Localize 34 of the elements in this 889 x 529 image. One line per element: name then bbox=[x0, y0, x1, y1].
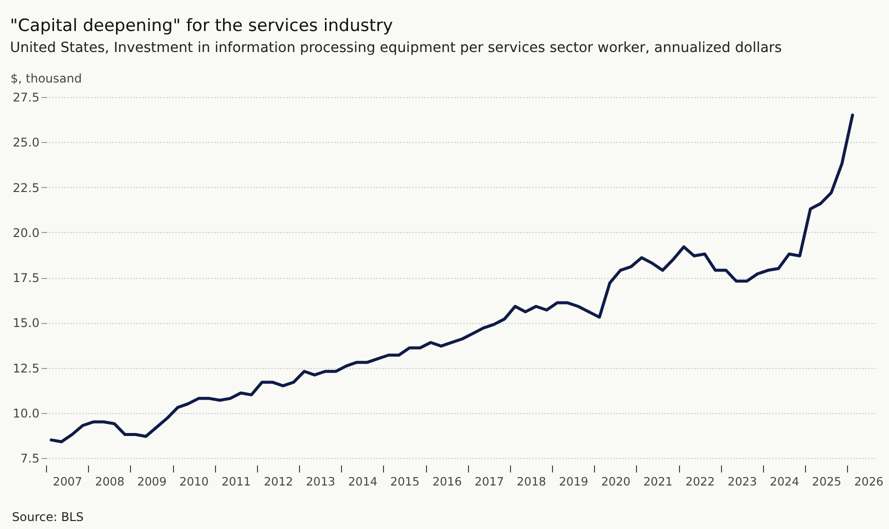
x-tick-label: 2019 bbox=[558, 474, 588, 488]
chart-title: "Capital deepening" for the services industry bbox=[10, 16, 393, 36]
y-tick-label: 27.5 bbox=[12, 90, 40, 104]
x-tick-label: 2021 bbox=[643, 474, 673, 488]
x-tick-label: 2025 bbox=[812, 474, 842, 488]
x-tick-label: 2017 bbox=[474, 474, 504, 488]
x-tick-label: 2023 bbox=[728, 474, 757, 488]
x-tick-label: 2012 bbox=[264, 474, 294, 488]
y-axis-title: $, thousand bbox=[10, 72, 82, 86]
x-tick-label: 2010 bbox=[179, 474, 209, 488]
x-tick-label: 2008 bbox=[95, 474, 124, 488]
x-tick-label: 2022 bbox=[686, 474, 715, 488]
y-tick-label: 12.5 bbox=[12, 361, 40, 376]
line-series bbox=[50, 114, 854, 444]
x-tick-label: 2013 bbox=[306, 474, 336, 488]
x-tick-label: 2020 bbox=[601, 474, 630, 488]
source-note: Source: BLS bbox=[12, 510, 84, 524]
x-tick-label: 2016 bbox=[432, 474, 462, 488]
y-tick-label: 22.5 bbox=[12, 180, 40, 195]
x-tick-label: 2007 bbox=[52, 474, 82, 488]
y-tick-label: 7.5 bbox=[20, 452, 40, 466]
y-tick-label: 25.0 bbox=[12, 136, 40, 150]
y-tick-label: 15.0 bbox=[12, 316, 40, 330]
y-tick-label: 17.5 bbox=[12, 271, 40, 285]
chart-subtitle: United States, Investment in information processing equipment per services sector worker, annualized dollars bbox=[10, 40, 782, 56]
y-tick-label: 20.0 bbox=[12, 226, 40, 240]
y-tick-label: 10.0 bbox=[12, 406, 40, 420]
x-tick-label: 2018 bbox=[516, 474, 546, 488]
x-tick-label: 2014 bbox=[348, 474, 378, 488]
x-tick-label: 2026 bbox=[854, 474, 884, 488]
x-tick-label: 2009 bbox=[137, 474, 167, 488]
x-tick-label: 2015 bbox=[390, 474, 420, 488]
x-tick-label: 2024 bbox=[770, 474, 800, 488]
x-tick-label: 2011 bbox=[222, 474, 251, 488]
